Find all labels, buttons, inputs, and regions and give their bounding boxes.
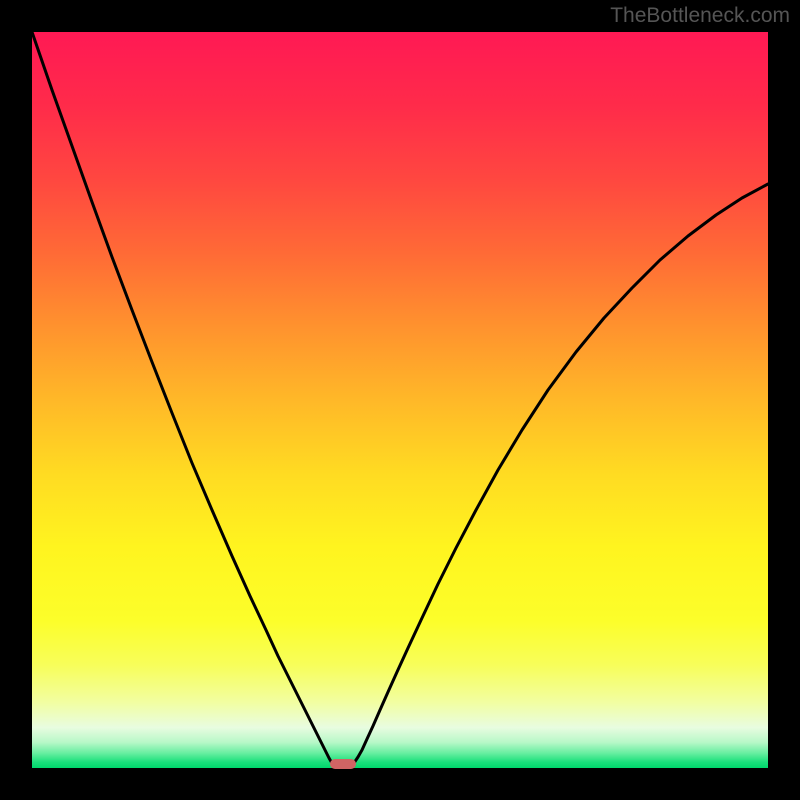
optimum-marker xyxy=(330,759,356,769)
bottleneck-curve xyxy=(32,32,768,768)
chart-frame: TheBottleneck.com xyxy=(0,0,800,800)
attribution-text: TheBottleneck.com xyxy=(610,4,790,28)
